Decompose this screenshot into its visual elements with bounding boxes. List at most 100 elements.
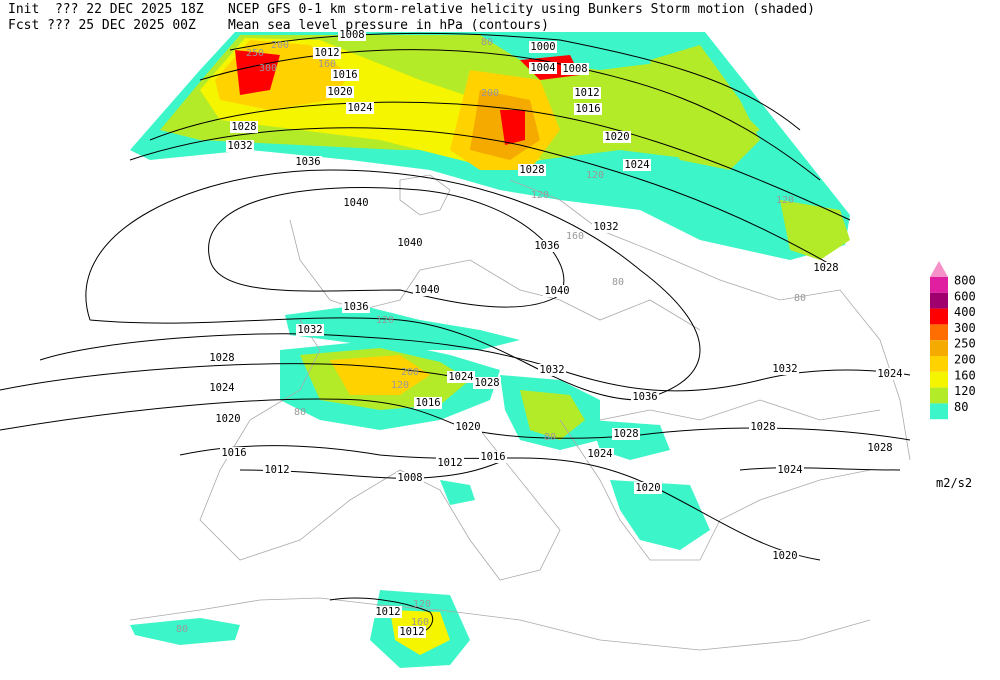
isobar-label: 1028 [867, 442, 892, 454]
helicity-label: 80 [794, 293, 806, 304]
isobar-label: 1016 [480, 451, 505, 463]
contour-label-bg [313, 47, 341, 59]
legend-swatch [930, 371, 948, 388]
contour-label-bg [543, 285, 571, 297]
helicity-label: 120 [391, 380, 409, 391]
contour-label-bg [436, 457, 464, 469]
isobar-label: 1036 [295, 156, 320, 168]
helicity-label: 160 [411, 617, 429, 628]
isobar-label: 1028 [231, 121, 256, 133]
contour-label-bg [374, 606, 402, 618]
helicity-label: 80 [176, 624, 188, 635]
isobar [179, 445, 821, 561]
isobar-label: 1028 [813, 262, 838, 274]
contour-label-bg [573, 87, 601, 99]
contour-label-bg [326, 86, 354, 98]
isobar-label: 1016 [332, 69, 357, 81]
isobar-label: 1032 [593, 221, 618, 233]
isobar-label: 1036 [632, 391, 657, 403]
helicity-area [780, 200, 850, 260]
contour-label-bg [561, 63, 589, 75]
helicity-label: 200 [481, 88, 499, 99]
isobar-label: 1024 [877, 368, 902, 380]
helicity-label: 160 [318, 59, 336, 70]
legend-label: 400 [954, 305, 976, 319]
contour-label-bg [479, 451, 507, 463]
isobar-label: 1032 [772, 363, 797, 375]
isobars [0, 32, 911, 635]
isobar-label: 1032 [539, 364, 564, 376]
contour-label-bg [529, 41, 557, 53]
isobar-label: 1040 [343, 197, 368, 209]
helicity-label: 250 [246, 48, 264, 59]
isobar-label: 1004 [530, 62, 555, 74]
isobar-label: 1012 [375, 606, 400, 618]
legend-swatch [930, 340, 948, 356]
isobar-label: 1012 [314, 47, 339, 59]
contour-label-bg [396, 237, 424, 249]
contour-label-bg [294, 156, 322, 168]
contour-label-bg [776, 464, 804, 476]
forecast-time: Fcst ??? 25 DEC 2025 00Z [8, 18, 196, 33]
legend-label: 80 [954, 400, 968, 414]
isobar-label: 1024 [777, 464, 802, 476]
legend-label: 160 [954, 368, 976, 382]
legend-label: 200 [954, 353, 976, 367]
contour-label-bg [331, 69, 359, 81]
isobar-label: 1020 [215, 413, 240, 425]
contour-label-bg [592, 221, 620, 233]
subtitle: Mean sea level pressure in hPa (contours… [228, 18, 549, 33]
contour-label-bg [220, 447, 248, 459]
isobar [229, 32, 801, 131]
legend-swatch [930, 356, 948, 372]
helicity-area [500, 110, 525, 145]
contour-labels: 1008101210161020102410281032103610401040… [176, 29, 904, 638]
isobar-label: 1008 [339, 29, 364, 41]
helicity-area [520, 390, 585, 440]
contour-label-bg [214, 413, 242, 425]
contour-label-bg [586, 448, 614, 460]
contour-label-bg [342, 197, 370, 209]
isobar [129, 127, 841, 271]
legend-label: 600 [954, 289, 976, 303]
contour-label-bg [346, 102, 374, 114]
isobar-label: 1028 [750, 421, 775, 433]
legend-swatch [930, 324, 948, 341]
isobar-label: 1024 [347, 102, 372, 114]
contour-label-bg [574, 103, 602, 115]
isobar-label: 1008 [562, 63, 587, 75]
coastline [129, 174, 881, 651]
isobar-label: 1024 [587, 448, 612, 460]
legend-label: 800 [954, 274, 976, 288]
isobar [739, 467, 901, 471]
helicity-label: 200 [401, 367, 419, 378]
helicity-label: 120 [376, 315, 394, 326]
init-time: Init ??? 22 DEC 2025 18Z [8, 2, 204, 17]
isobar [208, 187, 565, 308]
contour-label-bg [396, 472, 424, 484]
isobar-label: 1012 [399, 626, 424, 638]
contour-label-bg [749, 421, 777, 433]
contour-label-bg [447, 371, 475, 383]
helicity-label: 200 [271, 40, 289, 51]
isobar [199, 49, 821, 181]
isobar-label: 1040 [544, 285, 569, 297]
isobar-label: 1020 [772, 550, 797, 562]
isobar [85, 169, 701, 401]
legend-swatch [930, 292, 948, 309]
isobar-label: 1012 [437, 457, 462, 469]
helicity-label: 120 [776, 195, 794, 206]
isobar-label: 1032 [297, 324, 322, 336]
contour-label-bg [398, 626, 426, 638]
isobar-label: 1024 [209, 382, 234, 394]
contour-label-bg [876, 368, 904, 380]
isobar-label: 1012 [574, 87, 599, 99]
legend-swatch [930, 387, 948, 404]
isobar-label: 1016 [415, 397, 440, 409]
isobar-label: 1008 [397, 472, 422, 484]
helicity-label: 80 [294, 407, 306, 418]
helicity-label: 120 [531, 190, 549, 201]
helicity-label: 120 [586, 170, 604, 181]
contour-label-bg [518, 164, 546, 176]
